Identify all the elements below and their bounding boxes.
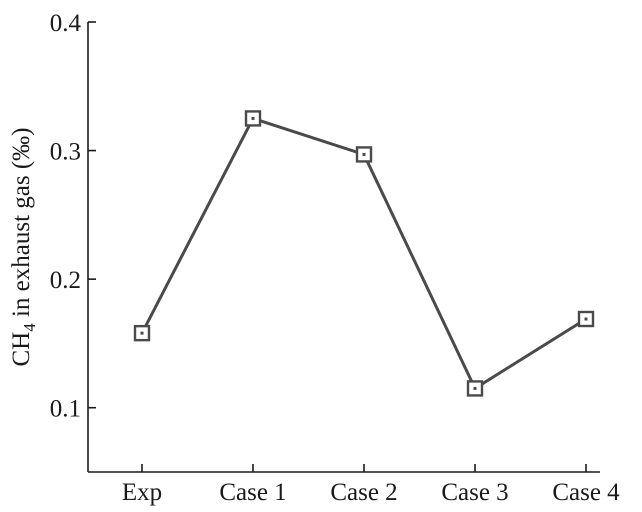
data-point-center (473, 386, 477, 390)
x-tick-label: Case 3 (441, 479, 508, 506)
y-tick-label: 0.1 (50, 396, 81, 423)
x-axis: Exp Case 1 Case 2 Case 3 Case 4 (88, 464, 620, 506)
x-tick-label: Exp (122, 479, 162, 506)
y-axis-title-subscript: 4 (20, 323, 39, 332)
x-tick-label: Case 4 (552, 479, 620, 506)
y-axis-title: CH4 in exhaust gas (‰) (8, 127, 39, 366)
y-tick-label: 0.4 (50, 10, 82, 37)
y-ticks: 0.1 0.2 0.3 0.4 (50, 10, 96, 423)
data-point-center (140, 331, 144, 335)
x-tick-label: Case 1 (219, 479, 286, 506)
x-tick-label: Case 2 (330, 479, 397, 506)
data-point-center (362, 152, 366, 156)
x-ticks: Exp Case 1 Case 2 Case 3 Case 4 (122, 464, 620, 506)
y-axis: 0.1 0.2 0.3 0.4 (50, 10, 96, 472)
data-point-center (251, 116, 255, 120)
plot-area (133, 110, 595, 397)
y-tick-label: 0.2 (50, 267, 81, 294)
data-point-center (584, 317, 588, 321)
y-tick-label: 0.3 (50, 139, 81, 166)
